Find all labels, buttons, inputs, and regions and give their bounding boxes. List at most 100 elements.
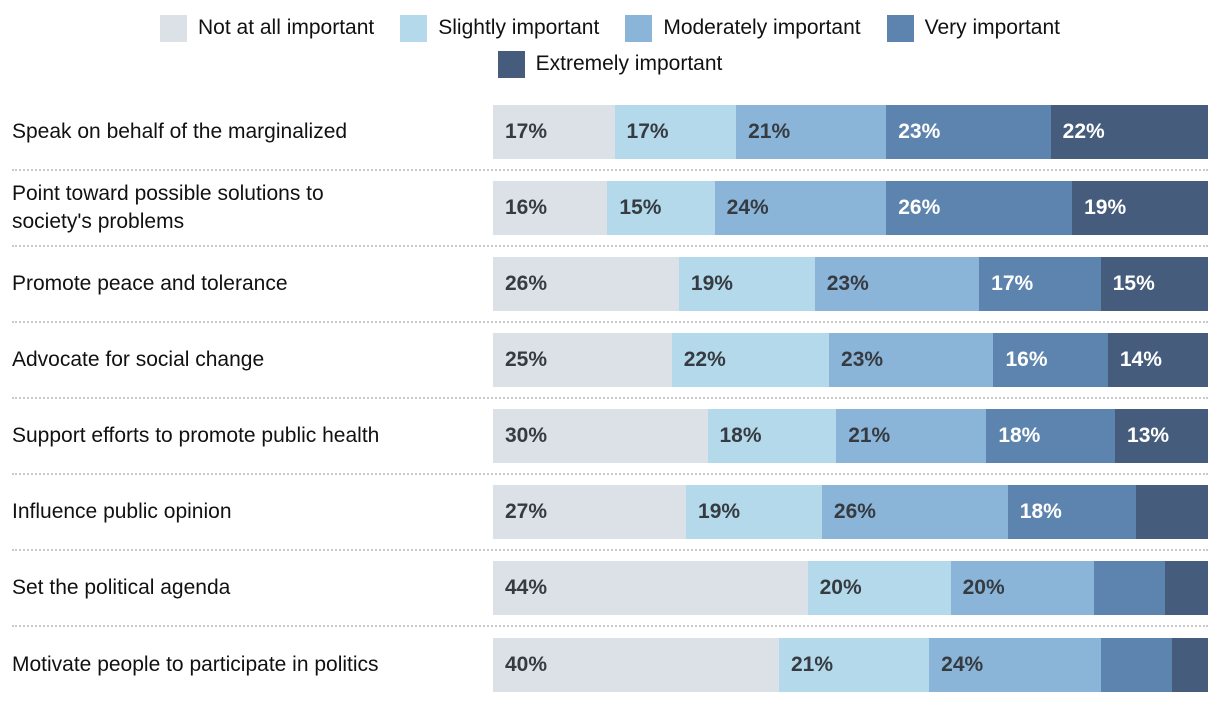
chart-row-3: Promote peace and tolerance 26% 19% 23% 17% 1… <box>12 247 1208 323</box>
stacked-bar: 16% 15% 24% 26% 19% <box>493 181 1208 235</box>
category-label: Influence public opinion <box>12 500 232 523</box>
bar-value-label: 21% <box>791 653 834 676</box>
bar-segment: 26% <box>886 181 1073 235</box>
bar-value-label: 15% <box>1112 272 1155 295</box>
bar-segment: 14% <box>1107 333 1208 387</box>
chart-legend: Not at all important Slightly important Mo… <box>12 0 1208 78</box>
chart-row-8: Motivate people to participate in politi… <box>12 627 1208 703</box>
bar-value-label: 27% <box>505 500 548 523</box>
bar-segment: 17% <box>614 105 737 159</box>
bar-value-label: 30% <box>505 424 548 447</box>
bar-value-label: 24% <box>941 653 984 676</box>
bar-segment: 21% <box>779 638 930 692</box>
bar-value-label: 17% <box>626 120 669 143</box>
bar-segment: 15% <box>1100 257 1208 311</box>
bar-segment <box>1136 485 1208 539</box>
category-label: Speak on behalf of the marginalized <box>12 120 348 143</box>
bar-segment <box>1100 638 1173 692</box>
stacked-bar: 44% 20% 20% <box>493 561 1208 615</box>
bar-value-label: 40% <box>505 653 548 676</box>
legend-item-2: Slightly important <box>400 14 600 42</box>
bar-value-label: 18% <box>998 424 1041 447</box>
bar-segment: 24% <box>929 638 1101 692</box>
bar-value-label: 23% <box>841 348 884 371</box>
bar-segment: 26% <box>821 485 1008 539</box>
bar-value-label: 24% <box>726 196 769 219</box>
chart-row-1: Speak on behalf of the marginalized 17% 17… <box>12 95 1208 171</box>
bar-value-label: 17% <box>505 120 548 143</box>
bar-segment: 15% <box>607 181 715 235</box>
bar-value-label: 25% <box>505 348 548 371</box>
stacked-bar: 25% 22% 23% 16% 14% <box>493 333 1208 387</box>
legend-row-2: Extremely important <box>12 50 1208 78</box>
bar-segment: 26% <box>493 257 679 311</box>
bar-segment: 16% <box>493 181 608 235</box>
bar-segment: 23% <box>886 105 1051 159</box>
bar-segment <box>1165 561 1208 615</box>
bar-segment <box>1172 638 1208 692</box>
chart-row-6: Influence public opinion 27% 19% 26% 18% <box>12 475 1208 551</box>
bar-value-label: 44% <box>505 576 548 599</box>
bar-segment: 17% <box>979 257 1101 311</box>
category-label: Promote peace and tolerance <box>12 272 288 295</box>
bar-value-label: 13% <box>1127 424 1170 447</box>
stacked-bar: 26% 19% 23% 17% 15% <box>493 257 1208 311</box>
legend-item-label: Not at all important <box>198 16 375 39</box>
bar-segment: 19% <box>686 485 822 539</box>
chart-row-4: Advocate for social change 25% 22% 23% 16% 14… <box>12 323 1208 399</box>
chart-row-5: Support efforts to promote public health… <box>12 399 1208 475</box>
category-label: Advocate for social change <box>12 348 265 371</box>
legend-item-label: Extremely important <box>535 52 723 75</box>
bar-segment: 19% <box>1072 181 1208 235</box>
bar-segment: 23% <box>829 333 994 387</box>
bar-segment <box>1093 561 1166 615</box>
bar-value-label: 23% <box>898 120 941 143</box>
stacked-bar-chart: Speak on behalf of the marginalized 17% 17… <box>12 95 1208 703</box>
bar-value-label: 19% <box>698 500 741 523</box>
bar-value-label: 21% <box>748 120 791 143</box>
bar-value-label: 18% <box>1019 500 1062 523</box>
bar-value-label: 15% <box>619 196 662 219</box>
bar-segment: 24% <box>714 181 887 235</box>
bar-value-label: 16% <box>1005 348 1048 371</box>
legend-row-1: Not at all important Slightly important Mo… <box>12 14 1208 42</box>
bar-segment: 25% <box>493 333 672 387</box>
legend-swatch-icon <box>625 14 653 42</box>
stacked-bar: 40% 21% 24% <box>493 638 1208 692</box>
bar-value-label: 14% <box>1119 348 1162 371</box>
legend-item-label: Slightly important <box>438 16 600 39</box>
bar-value-label: 26% <box>833 500 876 523</box>
category-label: Support efforts to promote public health <box>12 424 380 447</box>
legend-item-label: Moderately important <box>663 16 861 39</box>
bar-segment: 40% <box>493 638 779 692</box>
bar-value-label: 19% <box>1084 196 1127 219</box>
legend-swatch-icon <box>160 14 187 42</box>
bar-segment: 21% <box>836 409 987 463</box>
legend-item-5: Extremely important <box>497 50 723 78</box>
category-label: Motivate people to participate in politi… <box>12 653 379 676</box>
bar-value-label: 23% <box>826 272 869 295</box>
bar-value-label: 18% <box>719 424 762 447</box>
bar-value-label: 26% <box>505 272 548 295</box>
bar-segment: 13% <box>1115 409 1208 463</box>
category-label: Point toward possible solutions to socie… <box>12 182 324 233</box>
bar-segment: 18% <box>986 409 1116 463</box>
legend-swatch-icon <box>400 14 428 42</box>
legend-item-1: Not at all important <box>160 14 375 42</box>
legend-swatch-icon <box>497 50 525 78</box>
bar-segment: 22% <box>671 333 830 387</box>
legend-item-4: Very important <box>886 14 1060 42</box>
bar-value-label: 26% <box>898 196 941 219</box>
bar-value-label: 21% <box>848 424 891 447</box>
bar-value-label: 16% <box>505 196 548 219</box>
bar-segment: 16% <box>993 333 1108 387</box>
bar-segment: 44% <box>493 561 808 615</box>
bar-segment: 17% <box>493 105 615 159</box>
bar-value-label: 19% <box>690 272 733 295</box>
bar-segment: 21% <box>736 105 887 159</box>
bar-segment: 20% <box>807 561 951 615</box>
bar-value-label: 22% <box>683 348 726 371</box>
bar-segment: 18% <box>707 409 837 463</box>
legend-swatch-icon <box>886 14 914 42</box>
